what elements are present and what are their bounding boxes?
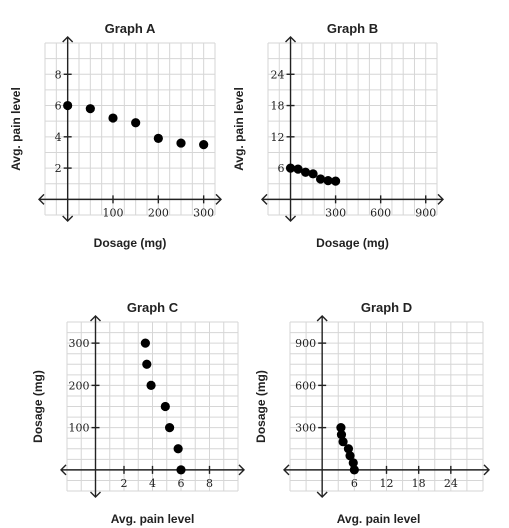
y-axis-label: Dosage (mg) bbox=[254, 370, 268, 443]
x-tick-label: 4 bbox=[149, 477, 156, 490]
data-point bbox=[349, 465, 359, 475]
data-point bbox=[63, 100, 73, 111]
grid bbox=[289, 321, 484, 492]
x-axis-arrow-right bbox=[215, 193, 222, 205]
data-point bbox=[85, 104, 95, 114]
y-tick-label: 8 bbox=[55, 68, 62, 81]
chart-title: Graph B bbox=[327, 21, 378, 36]
x-tick-label: 2 bbox=[121, 477, 128, 490]
y-tick-label: 300 bbox=[295, 422, 316, 435]
x-tick-label: 200 bbox=[148, 206, 169, 219]
x-axis-label: Avg. pain level bbox=[337, 512, 421, 526]
data-point bbox=[348, 458, 358, 468]
y-axis-arrow-down bbox=[90, 491, 101, 498]
data-point bbox=[146, 380, 156, 390]
y-axis-arrow-down bbox=[316, 491, 328, 498]
x-axis-arrow-right bbox=[238, 464, 245, 476]
x-tick-label: 6 bbox=[351, 477, 358, 490]
data-point bbox=[173, 444, 183, 454]
y-axis-label: Dosage (mg) bbox=[31, 370, 45, 443]
data-point bbox=[300, 167, 311, 177]
y-tick-label: 300 bbox=[69, 337, 90, 350]
x-tick-label: 300 bbox=[193, 206, 214, 219]
x-axis-arrow-right bbox=[483, 464, 490, 476]
y-axis-arrow-down bbox=[62, 215, 74, 222]
y-tick-label: 12 bbox=[271, 131, 285, 144]
y-axis-arrow-up bbox=[90, 315, 101, 322]
data-point bbox=[345, 451, 355, 461]
x-axis-arrow-left bbox=[283, 464, 290, 476]
x-tick-label: 12 bbox=[380, 477, 394, 490]
x-tick-label: 24 bbox=[444, 477, 458, 490]
y-tick-label: 24 bbox=[271, 68, 285, 81]
data-points bbox=[285, 163, 341, 186]
chart-1: 100 200 300 2 4 6 8 Graph A Dosage (mg) Avg. pain… bbox=[9, 21, 222, 250]
chart-title: Graph C bbox=[127, 300, 179, 315]
data-points bbox=[336, 423, 359, 475]
y-tick-label: 2 bbox=[55, 162, 62, 175]
x-tick-label: 6 bbox=[178, 477, 185, 490]
y-axis-arrow-up bbox=[62, 36, 74, 43]
data-point bbox=[336, 430, 347, 440]
data-points bbox=[140, 338, 186, 475]
x-tick-label: 8 bbox=[206, 477, 213, 490]
chart-3: 2 4 6 8 100 200 300 Graph C Avg. pain level Dosag… bbox=[31, 300, 245, 526]
y-tick-label: 100 bbox=[69, 422, 90, 435]
y-axis-label: Avg. pain level bbox=[9, 87, 23, 171]
x-axis-label: Dosage (mg) bbox=[94, 236, 167, 250]
data-point bbox=[108, 113, 118, 123]
y-tick-label: 200 bbox=[69, 379, 90, 392]
data-point bbox=[142, 359, 152, 369]
x-tick-label: 300 bbox=[325, 206, 346, 219]
x-axis-arrow-left bbox=[60, 464, 67, 476]
grid bbox=[66, 321, 239, 492]
data-point bbox=[176, 465, 186, 475]
data-point bbox=[140, 338, 150, 348]
y-tick-label: 4 bbox=[55, 131, 62, 144]
data-point bbox=[285, 163, 296, 173]
data-point bbox=[165, 423, 175, 433]
data-point bbox=[199, 140, 209, 150]
x-axis-arrow-left bbox=[261, 193, 268, 205]
x-axis-arrow-left bbox=[38, 193, 45, 205]
y-tick-label: 6 bbox=[278, 162, 285, 175]
x-axis-label: Avg. pain level bbox=[111, 512, 195, 526]
chart-4: 6 12 18 24 300 600 900 Graph D Avg. pain level Do… bbox=[254, 300, 490, 526]
x-tick-label: 100 bbox=[103, 206, 124, 219]
data-point bbox=[323, 176, 333, 186]
x-axis-label: Dosage (mg) bbox=[316, 236, 389, 250]
data-point bbox=[336, 423, 346, 433]
y-tick-label: 6 bbox=[55, 100, 62, 113]
data-point bbox=[343, 444, 354, 454]
data-point bbox=[293, 164, 303, 174]
data-point bbox=[153, 133, 163, 143]
chart-2: 300 600 900 6 12 18 24 Graph B Dosage (mg) Avg. p… bbox=[232, 21, 444, 250]
data-point bbox=[331, 176, 341, 186]
data-point bbox=[308, 169, 318, 179]
y-axis-arrow-up bbox=[316, 315, 328, 322]
grid bbox=[44, 42, 216, 216]
y-axis-arrow-up bbox=[285, 36, 297, 43]
y-tick-label: 900 bbox=[295, 337, 316, 350]
x-tick-label: 900 bbox=[415, 206, 436, 219]
grid bbox=[267, 42, 438, 216]
data-point bbox=[160, 401, 170, 412]
chart-title: Graph D bbox=[361, 300, 412, 315]
x-tick-label: 18 bbox=[412, 477, 426, 490]
x-tick-label: 600 bbox=[370, 206, 391, 219]
y-tick-label: 18 bbox=[271, 100, 285, 113]
data-point bbox=[131, 118, 141, 128]
data-points bbox=[63, 100, 209, 150]
y-axis-label: Avg. pain level bbox=[232, 87, 246, 171]
y-tick-label: 600 bbox=[295, 379, 316, 392]
chart-title: Graph A bbox=[105, 21, 156, 36]
data-point bbox=[338, 437, 348, 447]
y-axis-arrow-down bbox=[285, 215, 297, 222]
data-point bbox=[315, 174, 326, 184]
x-axis-arrow-right bbox=[437, 193, 444, 205]
data-point bbox=[176, 138, 186, 148]
